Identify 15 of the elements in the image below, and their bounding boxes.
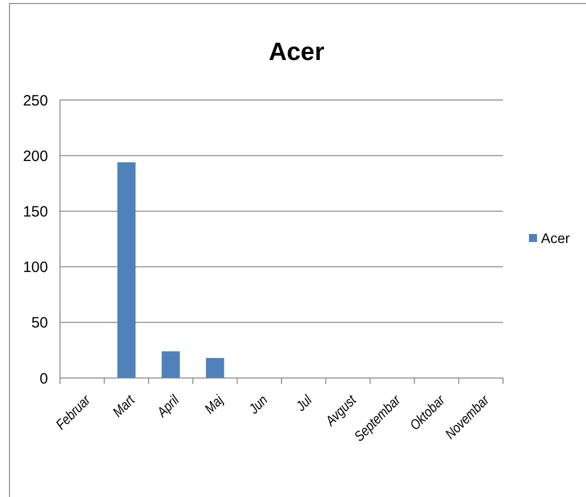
y-tick-label: 0	[40, 370, 48, 388]
x-tick-label: Jun	[244, 392, 271, 418]
chart-title: Acer	[268, 38, 325, 66]
y-tick-label: 150	[22, 203, 48, 220]
legend-label: Acer	[541, 230, 570, 246]
y-tick-label: 50	[31, 314, 48, 332]
bar	[162, 351, 180, 378]
y-tick-label: 200	[22, 148, 48, 165]
x-tick-label: Mart	[109, 390, 139, 420]
bar	[206, 358, 224, 378]
y-tick-label: 250	[22, 92, 48, 110]
x-tick-label: Jul	[292, 391, 316, 415]
bar	[117, 162, 136, 378]
y-tick-label: 100	[22, 259, 48, 276]
x-tick-label: Maj	[201, 391, 227, 417]
